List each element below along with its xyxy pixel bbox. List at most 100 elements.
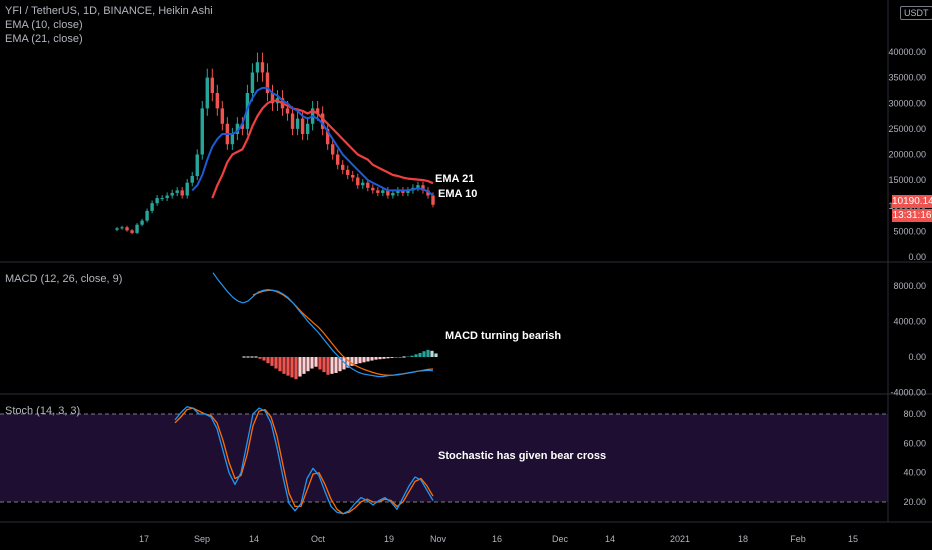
x-tick-label: 17	[139, 534, 149, 544]
macd-hist-bar	[434, 353, 438, 357]
macd-hist-bar	[298, 357, 302, 377]
macd-hist-bar	[318, 357, 322, 370]
price-tick-label: 30000.00	[888, 98, 926, 108]
macd-hist-bar	[270, 357, 274, 366]
macd-hist-bar	[254, 356, 258, 358]
price-legend: YFI / TetherUS, 1D, BINANCE, Heikin Ashi…	[5, 4, 213, 46]
macd-hist-bar	[362, 357, 366, 363]
macd-hist-bar	[378, 357, 382, 360]
macd-hist-bar	[258, 357, 262, 359]
macd-tick-label: 4000.00	[893, 317, 926, 327]
ema10-line	[191, 86, 434, 197]
candle-body	[160, 198, 164, 200]
macd-tick-label: 0.00	[908, 352, 926, 362]
ema21-legend[interactable]: EMA (21, close)	[5, 33, 83, 45]
candle-body	[330, 144, 335, 155]
candle-body	[315, 108, 320, 114]
macd-hist-bar	[274, 357, 278, 369]
stoch-band	[0, 414, 888, 502]
macd-hist-bar	[422, 351, 426, 357]
candle-body	[130, 230, 134, 233]
candle-body	[386, 190, 390, 196]
candle-body	[421, 185, 425, 191]
candle-body	[220, 108, 225, 124]
x-tick-label: Nov	[430, 534, 447, 544]
candle-body	[406, 190, 410, 193]
macd-hist-bar	[338, 357, 342, 372]
candle-body	[381, 190, 385, 193]
price-tick-label: 40000.00	[888, 47, 926, 57]
candle-body	[240, 123, 245, 129]
candle-body	[305, 123, 310, 134]
x-tick-label: Oct	[311, 534, 326, 544]
ema10-annotation: EMA 10	[438, 188, 478, 200]
stoch-tick-label: 80.00	[903, 409, 926, 419]
candle-body	[190, 176, 194, 183]
countdown-tag: 13:31:16	[892, 209, 932, 222]
macd-hist-bar	[294, 357, 298, 380]
macd-hist-bar	[306, 357, 310, 372]
last-price-tag: 10190.14	[892, 195, 932, 208]
macd-hist-bar	[286, 357, 290, 376]
macd-hist-bar	[282, 357, 286, 374]
stoch-tick-label: 60.00	[903, 438, 926, 448]
macd-hist-bar	[242, 356, 246, 358]
price-tick-label: 15000.00	[888, 175, 926, 185]
candle-body	[341, 164, 345, 170]
macd-hist-bar	[414, 354, 418, 357]
macd-legend[interactable]: MACD (12, 26, close, 9)	[5, 273, 123, 285]
macd-hist-bar	[314, 357, 318, 367]
candle-body	[346, 169, 350, 175]
macd-hist-bar	[322, 357, 326, 373]
stoch-k-line	[174, 406, 434, 515]
ema21-annotation: EMA 21	[435, 173, 475, 185]
x-tick-label: 2021	[670, 534, 690, 544]
candles	[115, 52, 435, 235]
stoch-annotation: Stochastic has given bear cross	[438, 450, 607, 462]
macd-hist-bar	[386, 357, 390, 359]
macd-hist-bar	[310, 357, 314, 369]
candle-body	[366, 182, 370, 188]
candle-body	[270, 93, 275, 104]
x-tick-label: 14	[605, 534, 615, 544]
candle-body	[125, 227, 129, 231]
macd-annotation: MACD turning bearish	[445, 330, 562, 342]
candle-body	[416, 185, 420, 188]
candle-body	[255, 62, 260, 73]
candle-body	[205, 77, 209, 109]
macd-hist-bar	[342, 357, 346, 370]
candle-body	[431, 195, 435, 205]
macd-histogram	[242, 349, 438, 380]
candle-body	[150, 203, 154, 211]
ema10-legend[interactable]: EMA (10, close)	[5, 19, 83, 31]
macd-hist-bar	[246, 356, 250, 358]
candle-body	[371, 187, 375, 191]
macd-hist-bar	[358, 357, 362, 364]
macd-hist-bar	[346, 357, 350, 368]
stoch-d-line	[174, 407, 434, 515]
candle-body	[230, 134, 235, 145]
candle-body	[210, 77, 215, 93]
x-tick-label: Feb	[790, 534, 806, 544]
macd-hist-bar	[278, 357, 282, 372]
macd-hist-bar	[350, 357, 354, 366]
candle-body	[391, 192, 395, 196]
candle-body	[290, 113, 295, 129]
symbol-title[interactable]: YFI / TetherUS, 1D, BINANCE, Heikin Ashi	[5, 5, 213, 17]
candle-body	[185, 182, 189, 196]
price-tick-label: 35000.00	[888, 73, 926, 83]
price-tick-label: 5000.00	[893, 226, 926, 236]
macd-hist-bar	[426, 349, 430, 357]
stoch-tick-label: 20.00	[903, 497, 926, 507]
candle-body	[200, 108, 204, 155]
ema21-line	[211, 99, 434, 199]
x-tick-label: Dec	[552, 534, 569, 544]
candle-body	[325, 128, 330, 145]
candle-body	[356, 177, 360, 186]
macd-hist-bar	[354, 357, 358, 365]
candle-body	[285, 108, 290, 114]
stoch-legend[interactable]: Stoch (14, 3, 3)	[5, 405, 81, 417]
currency-badge[interactable]: USDT	[900, 6, 932, 20]
macd-hist-bar	[266, 357, 270, 364]
